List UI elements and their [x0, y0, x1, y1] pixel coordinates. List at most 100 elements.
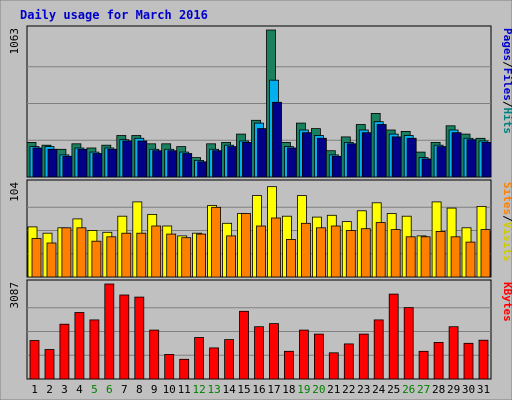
bar-pages-day-20: [316, 137, 327, 178]
legend-kbytes: KBytes: [501, 282, 512, 322]
bar-sites-day-28: [435, 230, 446, 278]
day-labels: 1 2 3 4 5 6 7 8 9 10 11 12 13 14 15 16 17 18 19 20 21 22 23 24 2…: [31, 383, 490, 396]
day-label-23: 23: [357, 383, 370, 396]
bar-sites-day-1: [31, 238, 42, 278]
legend-separator: /: [501, 61, 512, 68]
bar-kbytes-day-5: [89, 319, 100, 380]
bar-kbytes-day-1: [29, 340, 40, 380]
bar-sites-day-7: [121, 232, 132, 278]
day-label-21: 21: [327, 383, 340, 396]
bar-pages-day-30: [466, 139, 477, 178]
day-label-24: 24: [372, 383, 386, 396]
bar-sites-day-2: [46, 242, 57, 278]
bar-sites-day-12: [196, 233, 207, 278]
bar-sites-day-17: [271, 217, 281, 278]
legend-files: Files: [501, 68, 512, 101]
day-label-31: 31: [477, 383, 490, 396]
bar-sites-day-11: [181, 237, 192, 278]
legend-visits-sites: Sites/Visits: [501, 182, 512, 262]
bar-kbytes-day-19: [298, 329, 309, 380]
bar-kbytes-day-11: [179, 358, 190, 380]
day-label-14: 14: [222, 383, 236, 396]
day-label-17: 17: [267, 383, 280, 396]
bar-pages-day-14: [227, 146, 238, 178]
bar-pages-day-5: [92, 153, 103, 178]
bar-sites-day-8: [136, 232, 147, 278]
bar-kbytes-day-13: [209, 347, 220, 380]
bar-pages-day-18: [286, 147, 297, 178]
bar-sites-day-9: [151, 225, 162, 278]
legend-hits-files-pages: Pages/Files/Hits: [501, 28, 512, 134]
day-label-6: 6: [106, 383, 113, 396]
bar-sites-day-3: [61, 227, 72, 278]
bar-sites-day-27: [420, 236, 431, 278]
day-label-4: 4: [76, 383, 83, 396]
day-label-16: 16: [252, 383, 265, 396]
y-max-label: 104: [8, 182, 21, 202]
day-label-18: 18: [282, 383, 295, 396]
bar-pages-day-15: [242, 141, 252, 178]
bar-kbytes-day-20: [313, 333, 324, 380]
bar-pages-day-23: [361, 132, 372, 178]
bar-kbytes-day-26: [403, 307, 414, 380]
day-label-27: 27: [417, 383, 430, 396]
bar-sites-day-4: [76, 227, 87, 278]
bar-pages-day-27: [421, 158, 432, 178]
day-label-25: 25: [387, 383, 400, 396]
bar-kbytes-day-9: [149, 329, 160, 380]
bar-pages-day-3: [62, 155, 73, 178]
bar-kbytes-day-6: [104, 283, 115, 380]
day-label-28: 28: [432, 383, 445, 396]
day-label-15: 15: [237, 383, 250, 396]
day-label-2: 2: [46, 383, 53, 396]
bar-pages-day-24: [376, 124, 387, 178]
chart-title: Daily usage for March 2016: [20, 8, 208, 22]
bar-sites-day-18: [285, 238, 296, 278]
bar-kbytes-day-29: [448, 326, 459, 380]
bar-kbytes-day-2: [44, 349, 55, 380]
bar-kbytes-day-17: [269, 323, 279, 380]
day-label-20: 20: [312, 383, 325, 396]
day-label-19: 19: [297, 383, 310, 396]
bar-kbytes-day-22: [343, 343, 354, 380]
bar-pages-day-11: [182, 153, 193, 178]
bar-sites-day-13: [211, 206, 222, 278]
bar-pages-day-13: [212, 150, 223, 178]
day-label-9: 9: [151, 383, 158, 396]
legend-sites: Sites: [501, 182, 512, 215]
day-label-1: 1: [31, 383, 38, 396]
legend-separator: /: [501, 101, 512, 108]
bar-sites-day-31: [480, 229, 491, 278]
day-label-22: 22: [342, 383, 355, 396]
bar-kbytes-day-25: [388, 293, 399, 380]
bar-pages-day-25: [391, 136, 402, 178]
bar-pages-day-17: [272, 101, 282, 178]
bar-sites-day-25: [390, 229, 401, 278]
bar-kbytes-day-3: [59, 323, 70, 380]
bar-pages-day-1: [32, 147, 43, 178]
bar-pages-day-22: [346, 143, 357, 178]
panel-visits-sites: 104 Sites/Visits: [8, 179, 512, 278]
bar-pages-day-2: [47, 148, 58, 178]
legend-pages: Pages: [501, 28, 512, 61]
day-label-10: 10: [163, 383, 176, 396]
bar-sites-day-29: [450, 236, 461, 278]
bar-pages-day-16: [257, 128, 267, 178]
bar-sites-day-16: [256, 225, 266, 278]
bar-kbytes-day-4: [74, 312, 85, 380]
bar-kbytes-day-12: [194, 337, 205, 380]
day-label-8: 8: [136, 383, 143, 396]
bar-kbytes-day-30: [463, 342, 474, 380]
bar-kbytes-day-24: [373, 319, 384, 380]
bar-pages-day-12: [197, 161, 208, 178]
bar-sites-day-26: [405, 236, 416, 278]
panel-kbytes: 3087 KBytes: [8, 279, 512, 380]
bar-kbytes-day-8: [134, 296, 145, 380]
bar-sites-day-30: [465, 241, 476, 278]
bar-kbytes-day-28: [433, 341, 444, 380]
bar-kbytes-day-10: [164, 353, 175, 380]
bar-sites-day-15: [241, 213, 251, 278]
bar-pages-day-6: [107, 148, 118, 178]
bar-pages-day-31: [481, 141, 492, 178]
